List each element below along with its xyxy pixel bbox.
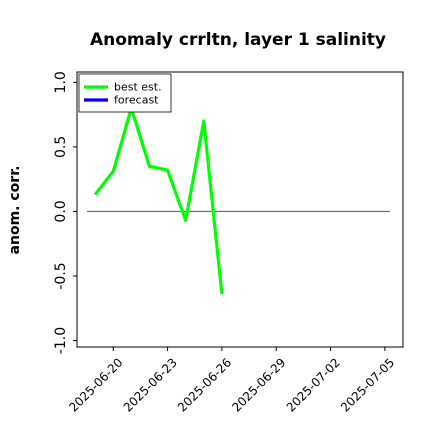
y-tick-label: 0.5: [53, 136, 69, 158]
x-tick-label: 2025-06-29: [229, 355, 288, 414]
legend: best est.forecast: [79, 74, 171, 112]
y-tick-label: 0.0: [53, 200, 69, 222]
x-tick-label: 2025-06-20: [66, 355, 125, 414]
y-axis-label: anom. corr.: [7, 166, 23, 255]
series-line-0: [95, 108, 222, 294]
legend-label: best est.: [114, 81, 162, 94]
x-tick-label: 2025-07-02: [284, 355, 343, 414]
legend-label: forecast: [114, 94, 159, 107]
y-tick-label: 1.0: [53, 71, 69, 93]
plot-frame: [77, 72, 403, 347]
y-ticks-layer: -1.0 -0.5 0.0 0.5 1.0: [53, 71, 77, 354]
x-ticks-layer: 2025-06-202025-06-232025-06-262025-06-29…: [66, 347, 397, 415]
chart-title: Anomaly crrltn, layer 1 salinity: [90, 30, 386, 50]
x-tick-label: 2025-07-05: [338, 355, 397, 414]
y-tick-label: -1.0: [53, 327, 69, 354]
x-tick-label: 2025-06-26: [175, 355, 234, 414]
x-tick-label: 2025-06-23: [121, 355, 180, 414]
y-tick-label: -0.5: [53, 262, 69, 289]
series-layer: [95, 108, 222, 294]
